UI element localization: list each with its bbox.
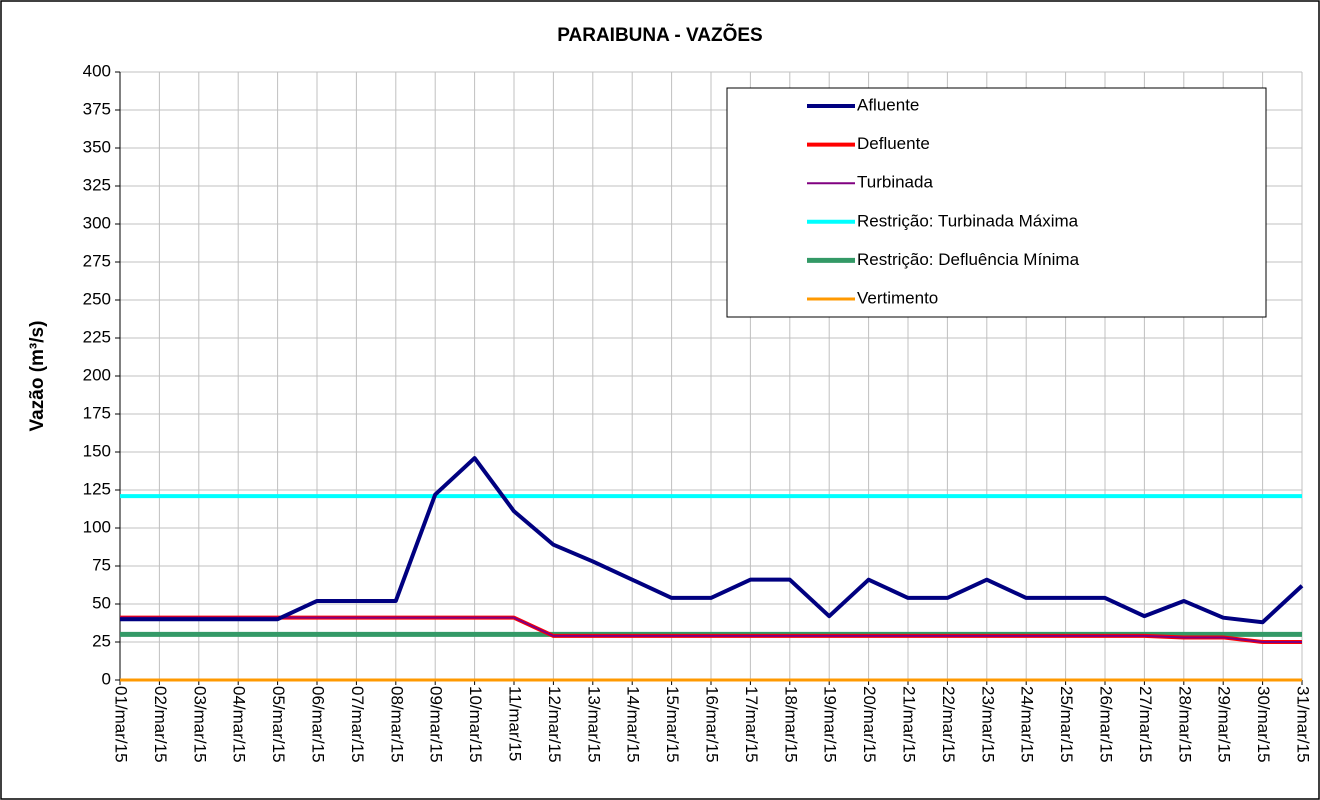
x-tick-label: 15/mar/15 [663, 686, 682, 763]
x-tick-label: 08/mar/15 [387, 686, 406, 763]
x-tick-label: 13/mar/15 [584, 686, 603, 763]
x-tick-label: 23/mar/15 [978, 686, 997, 763]
y-tick-label: 375 [83, 99, 111, 118]
y-tick-label: 200 [83, 365, 111, 384]
y-tick-label: 300 [83, 213, 111, 232]
x-tick-label: 02/mar/15 [151, 686, 170, 763]
legend-label: Turbinada [857, 173, 933, 192]
x-tick-label: 14/mar/15 [624, 686, 643, 763]
y-tick-label: 350 [83, 137, 111, 156]
chart-title: PARAIBUNA - VAZÕES [557, 24, 762, 46]
legend-label: Restrição: Defluência Mínima [857, 250, 1080, 269]
x-tick-label: 31/mar/15 [1294, 686, 1313, 763]
y-tick-label: 125 [83, 479, 111, 498]
series-line [120, 616, 1302, 643]
y-tick-label: 325 [83, 175, 111, 194]
x-tick-label: 12/mar/15 [545, 686, 564, 763]
x-tick-label: 28/mar/15 [1175, 686, 1194, 763]
x-tick-label: 09/mar/15 [427, 686, 446, 763]
x-tick-label: 21/mar/15 [900, 686, 919, 763]
x-tick-label: 05/mar/15 [269, 686, 288, 763]
x-tick-label: 01/mar/15 [112, 686, 131, 763]
legend-label: Restrição: Turbinada Máxima [857, 211, 1079, 230]
legend-label: Defluente [857, 134, 930, 153]
x-tick-label: 18/mar/15 [781, 686, 800, 763]
y-tick-label: 400 [83, 61, 111, 80]
x-tick-label: 22/mar/15 [939, 686, 958, 763]
x-tick-label: 10/mar/15 [466, 686, 485, 763]
y-tick-label: 100 [83, 517, 111, 536]
y-tick-label: 25 [92, 631, 111, 650]
x-tick-label: 29/mar/15 [1215, 686, 1234, 763]
y-tick-label: 250 [83, 289, 111, 308]
y-tick-label: 175 [83, 403, 111, 422]
y-tick-label: 75 [92, 555, 111, 574]
y-tick-label: 150 [83, 441, 111, 460]
y-tick-label: 275 [83, 251, 111, 270]
y-tick-label: 225 [83, 327, 111, 346]
x-tick-label: 19/mar/15 [821, 686, 840, 763]
legend-label: Vertimento [857, 288, 938, 307]
x-tick-label: 24/mar/15 [1018, 686, 1037, 763]
x-tick-label: 17/mar/15 [742, 686, 761, 763]
legend-box [726, 87, 1267, 318]
x-tick-label: 06/mar/15 [309, 686, 328, 763]
x-tick-label: 25/mar/15 [1057, 686, 1076, 763]
y-tick-label: 0 [102, 669, 111, 688]
legend-label: Afluente [857, 95, 919, 114]
x-tick-label: 20/mar/15 [860, 686, 879, 763]
x-tick-label: 27/mar/15 [1136, 686, 1155, 763]
x-tick-label: 16/mar/15 [703, 686, 722, 763]
y-axis-label: Vazão (m³/s) [27, 321, 48, 432]
x-tick-label: 11/mar/15 [506, 686, 525, 761]
x-tick-label: 03/mar/15 [190, 686, 209, 763]
x-tick-label: 07/mar/15 [348, 686, 367, 763]
x-tick-label: 04/mar/15 [230, 686, 249, 763]
x-tick-label: 26/mar/15 [1097, 686, 1116, 763]
y-tick-label: 50 [92, 593, 111, 612]
x-tick-label: 30/mar/15 [1254, 686, 1273, 763]
series-line [120, 456, 1304, 625]
